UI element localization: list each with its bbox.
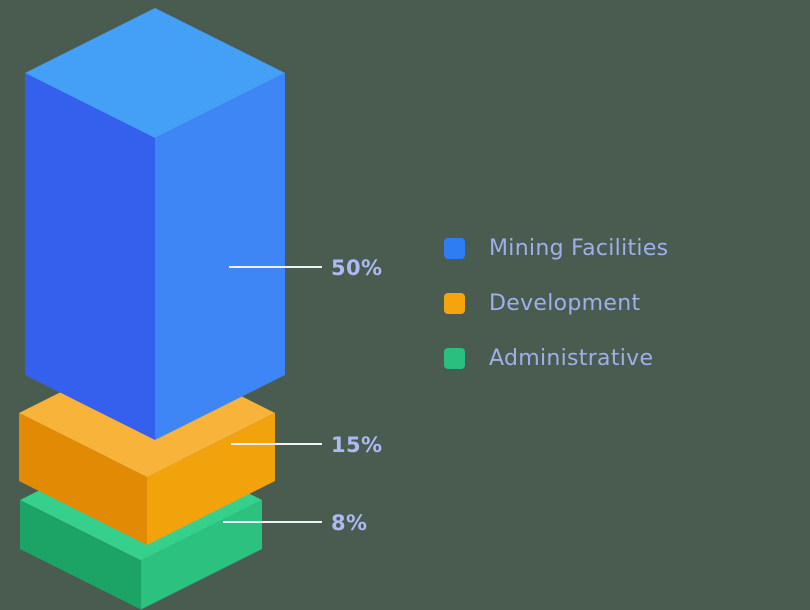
bar-mining-facilities-left-face[interactable] (25, 73, 155, 440)
legend-label-administrative: Administrative (489, 346, 654, 371)
legend-label-mining-facilities: Mining Facilities (489, 236, 669, 261)
legend-label-development: Development (489, 291, 641, 316)
bar-administrative-left-face[interactable] (20, 500, 141, 610)
bar-mining-facilities-right-face[interactable] (155, 73, 285, 440)
value-label-administrative: 8% (331, 511, 368, 535)
legend-item-administrative[interactable]: Administrative (444, 346, 653, 371)
bar-development-left-face[interactable] (19, 413, 147, 545)
value-label-mining-facilities: 50% (331, 256, 383, 280)
legend-swatch-administrative-icon (444, 348, 465, 369)
legend-swatch-development-icon (444, 293, 465, 314)
value-label-development: 15% (331, 433, 383, 457)
bar-development-right-face[interactable] (147, 413, 275, 545)
legend-item-development[interactable]: Development (444, 291, 640, 316)
legend-item-mining-facilities[interactable]: Mining Facilities (444, 236, 668, 261)
legend-swatch-mining-facilities-icon (444, 238, 465, 259)
bar-administrative-right-face[interactable] (141, 500, 262, 610)
